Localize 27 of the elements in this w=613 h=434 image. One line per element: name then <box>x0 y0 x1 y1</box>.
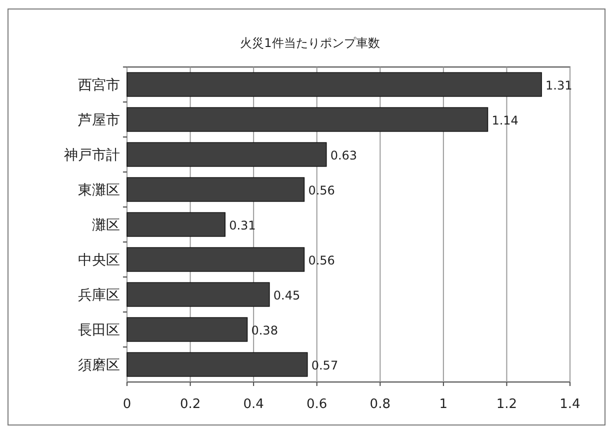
y-tick-label: 兵庫区 <box>78 288 120 304</box>
y-tick-label: 西宮市 <box>78 78 120 94</box>
chart-title: 火災1件当たりポンプ車数 <box>240 36 380 50</box>
data-label: 0.57 <box>311 358 338 372</box>
y-tick-label: 灘区 <box>92 218 120 234</box>
data-label: 0.56 <box>308 184 335 198</box>
x-tick-label: 1 <box>439 397 448 412</box>
x-tick-label: 0 <box>122 397 132 412</box>
y-tick-label: 須磨区 <box>78 358 120 374</box>
data-label: 0.38 <box>251 324 278 338</box>
y-tick-label: 神戸市計 <box>64 148 120 164</box>
x-tick-label: 1.4 <box>560 397 580 412</box>
x-tick-label: 0.2 <box>180 397 201 412</box>
y-tick-label: 長田区 <box>78 322 120 338</box>
data-label: 1.31 <box>546 78 572 92</box>
y-tick-label: 中央区 <box>78 252 120 268</box>
x-tick-label: 1.2 <box>496 397 518 412</box>
x-tick-label: 0.8 <box>370 397 390 412</box>
x-tick-label: 0.6 <box>306 397 328 412</box>
y-tick-label: 芦屋市 <box>78 112 120 128</box>
y-tick-label: 東灘区 <box>78 182 120 198</box>
data-label: 1.14 <box>492 114 518 128</box>
x-tick-label: 0.4 <box>243 397 264 412</box>
data-label: 0.31 <box>229 218 256 232</box>
data-label: 0.56 <box>308 254 335 268</box>
data-label: 0.63 <box>330 148 358 162</box>
data-label: 0.45 <box>273 288 300 302</box>
